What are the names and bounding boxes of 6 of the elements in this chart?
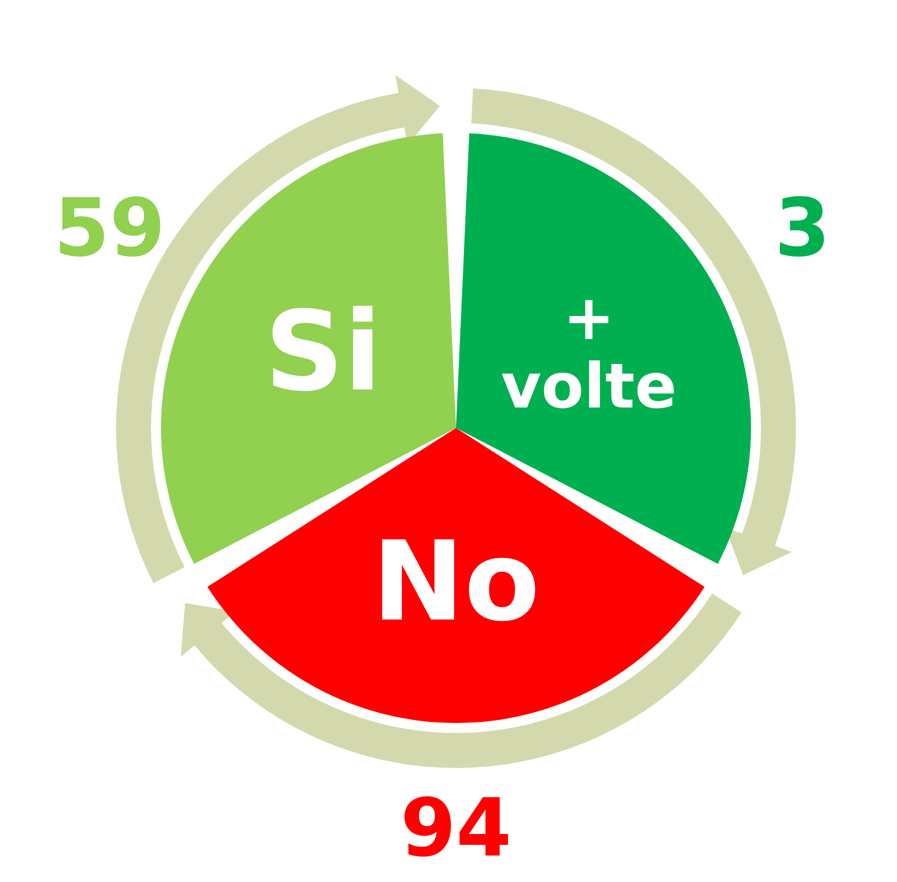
- category-label: + volte: [500, 280, 677, 422]
- data-label: 3: [774, 182, 830, 274]
- data-label: 94: [400, 782, 512, 874]
- data-label: 59: [54, 182, 166, 274]
- category-label: No: [372, 517, 540, 646]
- category-label: Si: [264, 287, 382, 416]
